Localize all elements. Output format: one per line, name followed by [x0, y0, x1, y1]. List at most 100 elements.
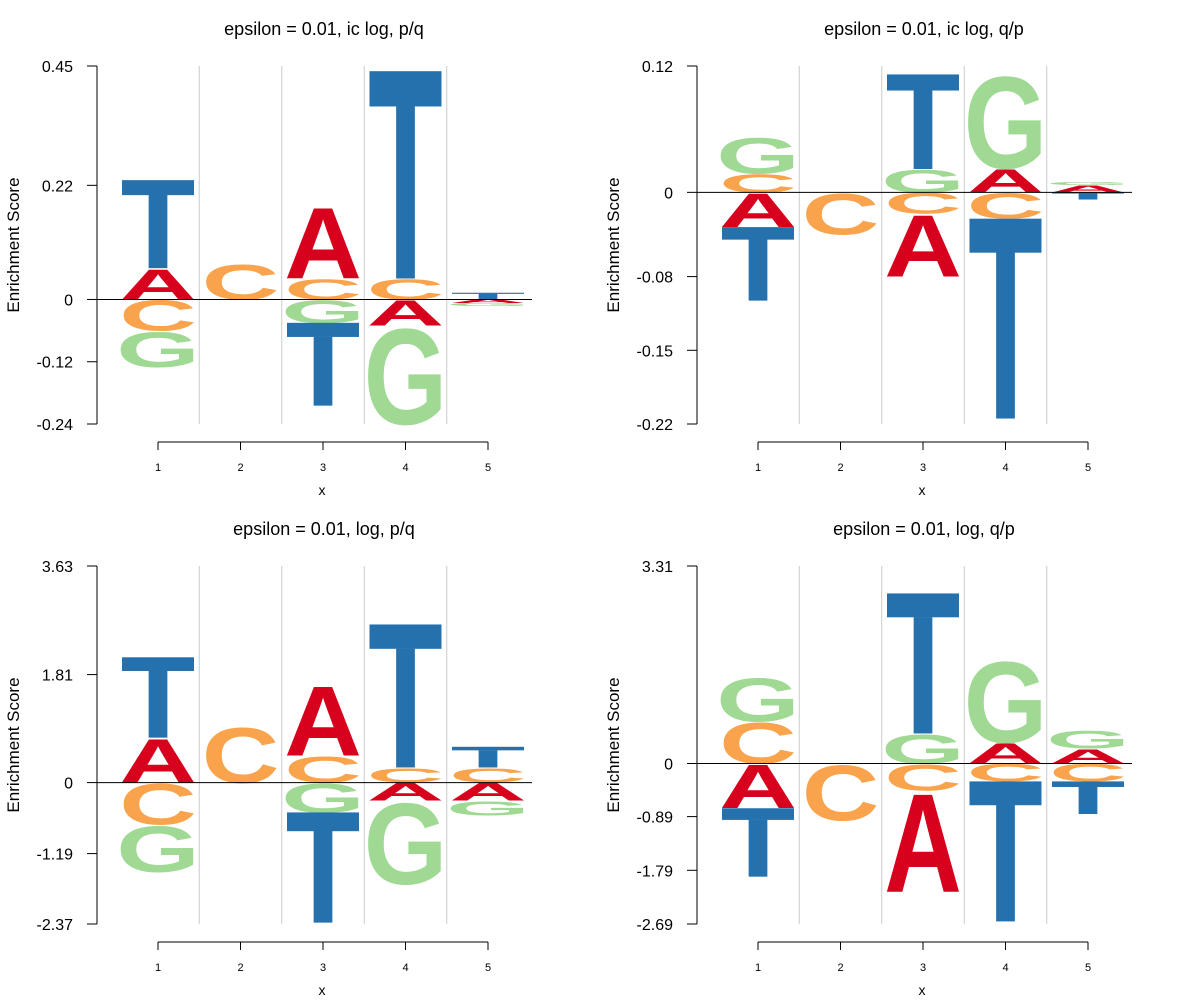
- y-axis-label: Enrichment Score: [4, 677, 23, 812]
- x-axis-label: x: [919, 982, 926, 998]
- y-tick-label: -1.19: [37, 847, 74, 864]
- y-tick-label: -0.08: [637, 270, 674, 287]
- letter-t-pos1: [722, 808, 794, 877]
- y-axis-label: Enrichment Score: [4, 177, 23, 312]
- letter-t-pos3: [287, 322, 359, 406]
- x-axis-label: x: [919, 482, 926, 498]
- letter-g-pos1: G: [116, 812, 200, 886]
- x-axis-label: x: [319, 482, 326, 498]
- letter-t-pos3: [287, 812, 359, 923]
- letter-t-pos3: [887, 74, 959, 169]
- letter-c-pos2: C: [802, 182, 880, 247]
- letter-g-pos1: G: [716, 127, 800, 184]
- letter-a-pos3: A: [284, 665, 362, 776]
- y-tick-label: 1.81: [42, 668, 73, 685]
- letter-c-pos1: C: [119, 292, 197, 340]
- x-tick-label: 2: [237, 462, 243, 474]
- letter-c-pos3: C: [284, 273, 362, 305]
- x-tick-label: 5: [485, 962, 491, 974]
- letter-c-pos1: C: [119, 773, 197, 837]
- letter-g-pos5: G: [446, 797, 530, 820]
- x-tick-label: 4: [402, 962, 408, 974]
- logo-panel-log-q-p: C G A C G C A A G C A G C 3.31 0 -0.89 -1.79 -2.69 1 2 3 4 5 x E…: [600, 500, 1200, 1000]
- letter-g-pos1: G: [116, 321, 200, 377]
- x-tick-label: 5: [485, 462, 491, 474]
- logo-panel-ic-log-q-p: C G A C G C A A G C A G 0.12 0 -0.08 -0.15 -0.22 1 2 3 4 5 x En…: [600, 0, 1200, 500]
- letter-g-pos3: G: [881, 163, 965, 199]
- letter-t-pos5: [452, 746, 524, 768]
- letter-c-pos2: C: [802, 749, 880, 837]
- letter-t-pos4: [369, 71, 442, 279]
- y-tick-label: -0.12: [37, 355, 74, 372]
- x-tick-label: 2: [837, 962, 843, 974]
- letter-g-pos5: G: [1046, 726, 1130, 754]
- letter-a-pos5: A: [1049, 745, 1127, 768]
- letter-c-pos5: C: [449, 764, 527, 787]
- y-tick-label: 0: [64, 776, 73, 793]
- letter-a-pos5: A: [449, 299, 527, 305]
- letter-t-pos5: [1052, 192, 1124, 200]
- x-tick-label: 1: [755, 462, 761, 474]
- letter-g-pos3: G: [881, 726, 965, 772]
- chart-title: epsilon = 0.01, ic log, p/q: [224, 19, 424, 39]
- letter-t-pos5: [1052, 781, 1124, 815]
- letter-c-pos2: C: [202, 254, 280, 310]
- letter-a-pos1: A: [119, 261, 197, 309]
- letter-t-pos4: [369, 624, 442, 768]
- x-tick-label: 2: [837, 462, 843, 474]
- letter-c-pos2: C: [202, 712, 280, 800]
- x-tick-label: 4: [402, 462, 408, 474]
- chart-title: epsilon = 0.01, log, q/p: [833, 519, 1015, 539]
- chart-title: epsilon = 0.01, ic log, q/p: [824, 19, 1024, 39]
- y-tick-label: -2.37: [37, 917, 74, 934]
- letter-a-pos3: A: [284, 189, 362, 301]
- y-tick-label: 0: [664, 756, 673, 773]
- letter-g-pos5: G: [446, 302, 530, 307]
- x-tick-label: 3: [320, 462, 326, 474]
- letter-a-pos5: A: [1049, 183, 1127, 194]
- y-tick-label: -1.79: [637, 863, 674, 880]
- x-tick-label: 5: [1085, 962, 1091, 974]
- x-tick-label: 3: [920, 462, 926, 474]
- y-axis-label: Enrichment Score: [604, 177, 623, 312]
- letter-a-pos3: A: [884, 765, 962, 922]
- x-axis-label: x: [319, 982, 326, 998]
- logo-panel-log-p-q: A C G C C A G C A G C A G 3.63 1.81 0 -1.19 -2.37 1 2 3 4 5 x En…: [0, 500, 600, 1000]
- x-tick-label: 3: [920, 962, 926, 974]
- letter-c-pos4: C: [367, 273, 445, 305]
- y-tick-label: 0: [664, 185, 673, 202]
- x-tick-label: 4: [1002, 462, 1008, 474]
- letter-t-pos1: [722, 227, 794, 301]
- x-tick-label: 1: [155, 962, 161, 974]
- y-tick-label: 0.12: [642, 59, 673, 76]
- y-tick-label: 3.31: [642, 559, 673, 576]
- letter-a-pos1: A: [119, 727, 197, 796]
- x-tick-label: 3: [320, 962, 326, 974]
- letter-a-pos4: A: [967, 162, 1045, 200]
- x-tick-label: 5: [1085, 462, 1091, 474]
- y-tick-label: 0.45: [42, 59, 73, 76]
- y-tick-label: -0.24: [37, 417, 74, 434]
- x-tick-label: 1: [755, 962, 761, 974]
- letter-t-pos1: [122, 657, 194, 738]
- letter-c-pos1: C: [719, 168, 797, 198]
- letter-g-pos4: G: [964, 638, 1048, 768]
- logo-panel-ic-log-p-q: A C G C C A G C A G A G 0.45 0.22 0 -0.12 -0.24 1 2 3 4 5 x Enr…: [0, 0, 600, 500]
- y-tick-label: -0.15: [637, 343, 674, 360]
- x-tick-label: 2: [237, 962, 243, 974]
- y-axis-label: Enrichment Score: [604, 677, 623, 812]
- letter-c-pos4: C: [367, 764, 445, 787]
- letter-g-pos1: G: [716, 666, 800, 735]
- letter-g-pos4: G: [364, 779, 448, 909]
- y-tick-label: 3.63: [42, 559, 73, 576]
- letter-g-pos4: G: [964, 50, 1048, 197]
- y-tick-label: -2.69: [637, 917, 674, 934]
- x-tick-label: 4: [1002, 962, 1008, 974]
- letter-t-pos4: [969, 781, 1042, 922]
- letter-a-pos4: A: [967, 737, 1045, 769]
- letter-t-pos1: [122, 180, 194, 269]
